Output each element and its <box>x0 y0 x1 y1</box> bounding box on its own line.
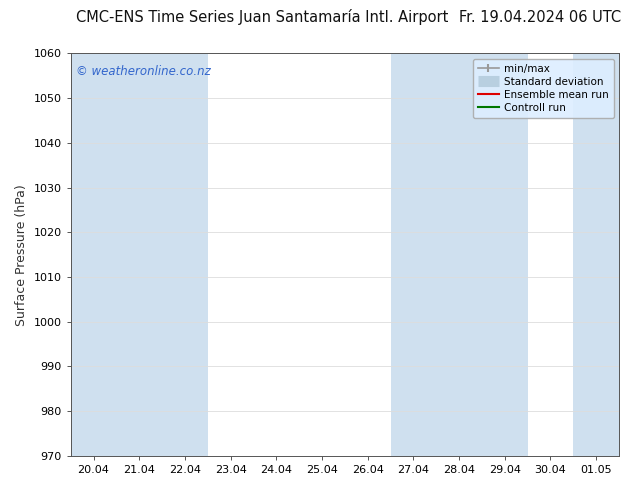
Bar <box>162 53 208 456</box>
Legend: min/max, Standard deviation, Ensemble mean run, Controll run: min/max, Standard deviation, Ensemble me… <box>472 58 614 118</box>
Bar <box>482 53 527 456</box>
Text: © weatheronline.co.nz: © weatheronline.co.nz <box>76 65 211 78</box>
Bar <box>117 53 162 456</box>
Y-axis label: Surface Pressure (hPa): Surface Pressure (hPa) <box>15 184 28 325</box>
Bar <box>436 53 482 456</box>
Text: CMC-ENS Time Series Juan Santamaría Intl. Airport: CMC-ENS Time Series Juan Santamaría Intl… <box>76 9 448 25</box>
Bar <box>391 53 436 456</box>
Bar <box>573 53 619 456</box>
Bar <box>71 53 117 456</box>
Text: Fr. 19.04.2024 06 UTC: Fr. 19.04.2024 06 UTC <box>459 10 621 24</box>
